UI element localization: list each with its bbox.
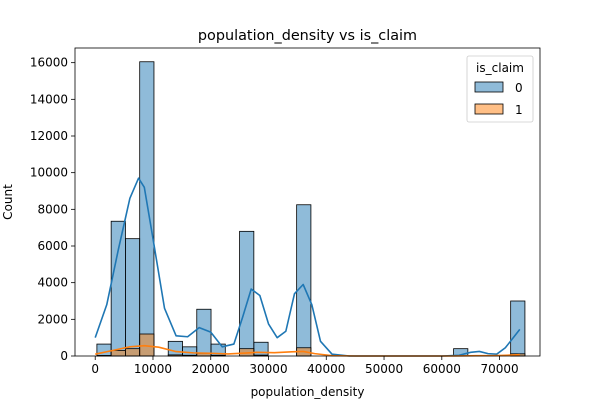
x-tick-label: 50000: [365, 362, 403, 376]
legend-swatch-1: [474, 103, 504, 115]
bar-series-0-bin-10: [239, 230, 255, 357]
legend: is_claim 0 1: [466, 55, 534, 123]
kde-line-series-0: [94, 177, 521, 357]
y-axis-label: Count: [1, 184, 15, 220]
y-tick-label: 12000: [30, 129, 68, 143]
x-tick-label: 20000: [192, 362, 230, 376]
x-tick-label: 70000: [480, 362, 518, 376]
bar-series-0-bin-7: [196, 308, 212, 357]
bar-series-1-bin-3: [139, 333, 155, 357]
bar-series-0-bin-1: [110, 220, 126, 357]
bar-series-0-bin-29: [510, 300, 526, 357]
y-tick-label: 8000: [37, 202, 68, 216]
bar-series-0-bin-2: [125, 238, 141, 357]
x-tick-label: 30000: [249, 362, 287, 376]
chart-title: population_density vs is_claim: [198, 28, 417, 44]
y-tick-label: 14000: [30, 92, 68, 106]
y-tick-label: 2000: [37, 312, 68, 326]
legend-label-0: 0: [515, 81, 523, 95]
bar-series-0-bin-0: [96, 343, 112, 357]
y-axis: 0 2000 4000 6000 8000 10000 12000 14000 16000: [30, 56, 75, 363]
x-axis: 0 10000 20000 30000 40000 50000 60000 70000: [91, 356, 519, 376]
bar-series-0-bin-6: [182, 346, 198, 357]
x-tick-label: 0: [91, 362, 99, 376]
bar-series-0-bin-5: [167, 340, 183, 357]
x-axis-label: population_density: [251, 385, 365, 399]
bar-series-1-bin-1: [110, 350, 126, 357]
bar-series-0-bin-14: [296, 204, 312, 357]
y-tick-label: 16000: [30, 56, 68, 70]
bar-series-1-bin-2: [125, 348, 141, 357]
x-tick-label: 60000: [423, 362, 461, 376]
x-tick-label: 10000: [134, 362, 172, 376]
legend-label-1: 1: [515, 103, 523, 117]
legend-title: is_claim: [476, 61, 524, 75]
axes-frame: [74, 47, 541, 357]
y-tick-label: 0: [60, 349, 68, 363]
y-tick-label: 10000: [30, 166, 68, 180]
x-tick-label: 40000: [307, 362, 345, 376]
legend-swatch-0: [474, 81, 504, 93]
y-tick-label: 4000: [37, 276, 68, 290]
y-tick-label: 6000: [37, 239, 68, 253]
bar-series-0-bin-3: [139, 61, 155, 357]
bar-series-0-bin-11: [253, 341, 269, 357]
